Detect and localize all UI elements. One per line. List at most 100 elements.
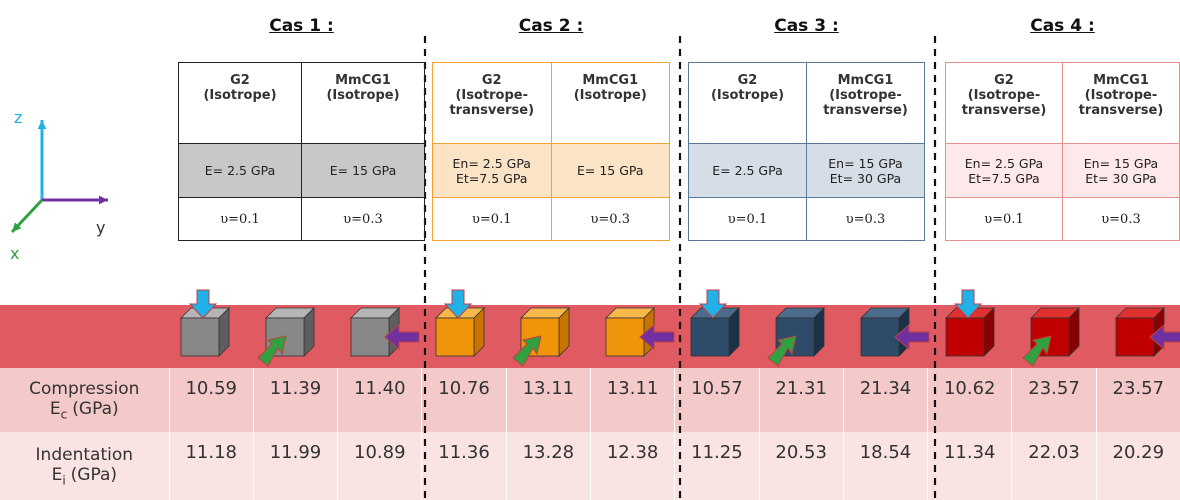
value: 12.38 — [589, 432, 674, 500]
value: 10.57 — [674, 368, 758, 432]
material: MmCG1 (Isotrope-transverse) En= 15 GPa Et= … — [806, 63, 924, 240]
modulus-line: E= 2.5 GPa — [204, 163, 276, 178]
axis-label: z — [14, 108, 23, 127]
modulus: En= 2.5 GPa Et=7.5 GPa — [433, 143, 551, 198]
material-header: G2 (Isotrope-transverse) — [433, 63, 551, 143]
case-box: G2 (Isotrope-transverse) En= 2.5 GPa Et=7.5… — [945, 62, 1180, 241]
modulus-line: E= 15 GPa — [329, 163, 397, 178]
material-header: MmCG1 (Isotrope-transverse) — [807, 63, 924, 143]
modulus: E= 15 GPa — [551, 143, 669, 198]
modulus-line: Et=7.5 GPa — [968, 170, 1040, 186]
modulus-line: En= 15 GPa — [1083, 155, 1159, 171]
modulus-line: Et=7.5 GPa — [456, 170, 528, 186]
material: G2 (Isotrope) E= 2.5 GPa υ=0.1 — [179, 63, 301, 240]
modulus-line: E= 15 GPa — [576, 163, 644, 178]
value: 21.34 — [842, 368, 927, 432]
value: 18.54 — [842, 432, 927, 500]
material-header: G2 (Isotrope) — [689, 63, 806, 143]
value: 11.25 — [674, 432, 758, 500]
case-box: G2 (Isotrope) E= 2.5 GPa υ=0.1 MmCG1 (Isotrop… — [688, 62, 925, 241]
result-row: Compression Ec (GPa) 10.59 11.39 11.40 10.76 13… — [0, 368, 1180, 432]
case-title: Cas 3 : — [774, 16, 839, 36]
arrow-head — [98, 195, 108, 205]
material-name: G2 — [737, 73, 758, 88]
band — [0, 305, 1180, 368]
poisson: υ=0.1 — [220, 211, 260, 227]
modulus-line: En= 15 GPa — [828, 155, 903, 171]
row-unit: Ec (GPa) — [50, 399, 119, 421]
material: MmCG1 (Isotrope) E= 15 GPa υ=0.3 — [301, 63, 424, 240]
row-unit: Ei (GPa) — [52, 465, 117, 487]
modulus: En= 2.5 GPa Et=7.5 GPa — [946, 143, 1062, 198]
value: 22.03 — [1011, 432, 1095, 500]
material-header: G2 (Isotrope-transverse) — [946, 63, 1062, 143]
material: G2 (Isotrope-transverse) En= 2.5 GPa Et=7.5… — [946, 63, 1062, 240]
modulus: E= 2.5 GPa — [179, 143, 301, 198]
material-name: MmCG1 — [335, 73, 391, 88]
case-title: Cas 4 : — [1030, 16, 1095, 36]
case-box: G2 (Isotrope) E= 2.5 GPa υ=0.1 MmCG1 (Isotrop… — [178, 62, 425, 241]
load-arrow — [188, 289, 218, 319]
value: 13.28 — [505, 432, 590, 500]
poisson: υ=0.1 — [984, 211, 1024, 227]
value: 13.11 — [589, 368, 674, 432]
material-header: G2 (Isotrope) — [179, 63, 301, 143]
load-arrow — [639, 323, 675, 351]
material-type: (Isotrope) — [326, 88, 400, 103]
load-arrow — [894, 323, 930, 351]
load-arrow — [953, 289, 983, 319]
value: 11.99 — [252, 432, 337, 500]
poisson: υ=0.1 — [472, 211, 512, 227]
poisson: υ=0.3 — [590, 211, 630, 227]
material: G2 (Isotrope-transverse) En= 2.5 GPa Et=7.5… — [433, 63, 551, 240]
modulus-line: En= 2.5 GPa — [964, 155, 1044, 171]
modulus-line: E= 2.5 GPa — [712, 163, 783, 178]
subscript: c — [60, 407, 68, 422]
modulus-line: Et= 30 GPa — [1085, 170, 1157, 186]
cube-front — [860, 317, 900, 357]
material-type: (Isotrope) — [710, 88, 785, 103]
axis-label: y — [96, 218, 106, 237]
value: 10.59 — [168, 368, 253, 432]
value: 23.57 — [1095, 368, 1180, 432]
material-name: MmCG1 — [1093, 73, 1149, 88]
material-name: G2 — [994, 73, 1014, 88]
value: 11.18 — [168, 432, 253, 500]
cube-front — [350, 317, 390, 357]
modulus-line: En= 2.5 GPa — [452, 155, 531, 171]
cube-front — [180, 317, 220, 357]
material: G2 (Isotrope) E= 2.5 GPa υ=0.1 — [689, 63, 806, 240]
material-type: (Isotrope-transverse) — [1078, 88, 1164, 118]
material-header: MmCG1 (Isotrope) — [552, 63, 670, 143]
cube-front — [605, 317, 645, 357]
material-name: MmCG1 — [582, 73, 639, 88]
material-name: G2 — [230, 73, 250, 88]
case-title: Cas 1 : — [269, 16, 334, 36]
row-label: Compression Ec (GPa) — [0, 368, 169, 432]
value: 21.31 — [758, 368, 843, 432]
cube-front — [435, 317, 475, 357]
poisson: υ=0.3 — [1101, 211, 1141, 227]
load-arrow — [512, 335, 542, 367]
load-arrow — [698, 289, 728, 319]
cube-front — [945, 317, 985, 357]
poisson: υ=0.1 — [727, 211, 768, 227]
material: MmCG1 (Isotrope-transverse) En= 15 GPa Et= … — [1062, 63, 1179, 240]
axis-label: x — [10, 244, 20, 263]
value: 10.89 — [337, 432, 421, 500]
material-name: MmCG1 — [837, 73, 894, 88]
load-arrow — [1022, 335, 1052, 367]
material-type: (Isotrope) — [203, 88, 277, 103]
value: 20.53 — [758, 432, 843, 500]
value: 11.34 — [927, 432, 1011, 500]
material-header: MmCG1 (Isotrope-transverse) — [1063, 63, 1179, 143]
material-type: (Isotrope) — [573, 88, 647, 103]
value: 11.36 — [421, 432, 505, 500]
value: 13.11 — [505, 368, 590, 432]
material-name: G2 — [481, 73, 502, 88]
value: 20.29 — [1095, 432, 1180, 500]
modulus: En= 15 GPa Et= 30 GPa — [1063, 143, 1179, 198]
value: 10.62 — [927, 368, 1011, 432]
case-box: G2 (Isotrope-transverse) En= 2.5 GPa Et=7.5… — [432, 62, 670, 241]
